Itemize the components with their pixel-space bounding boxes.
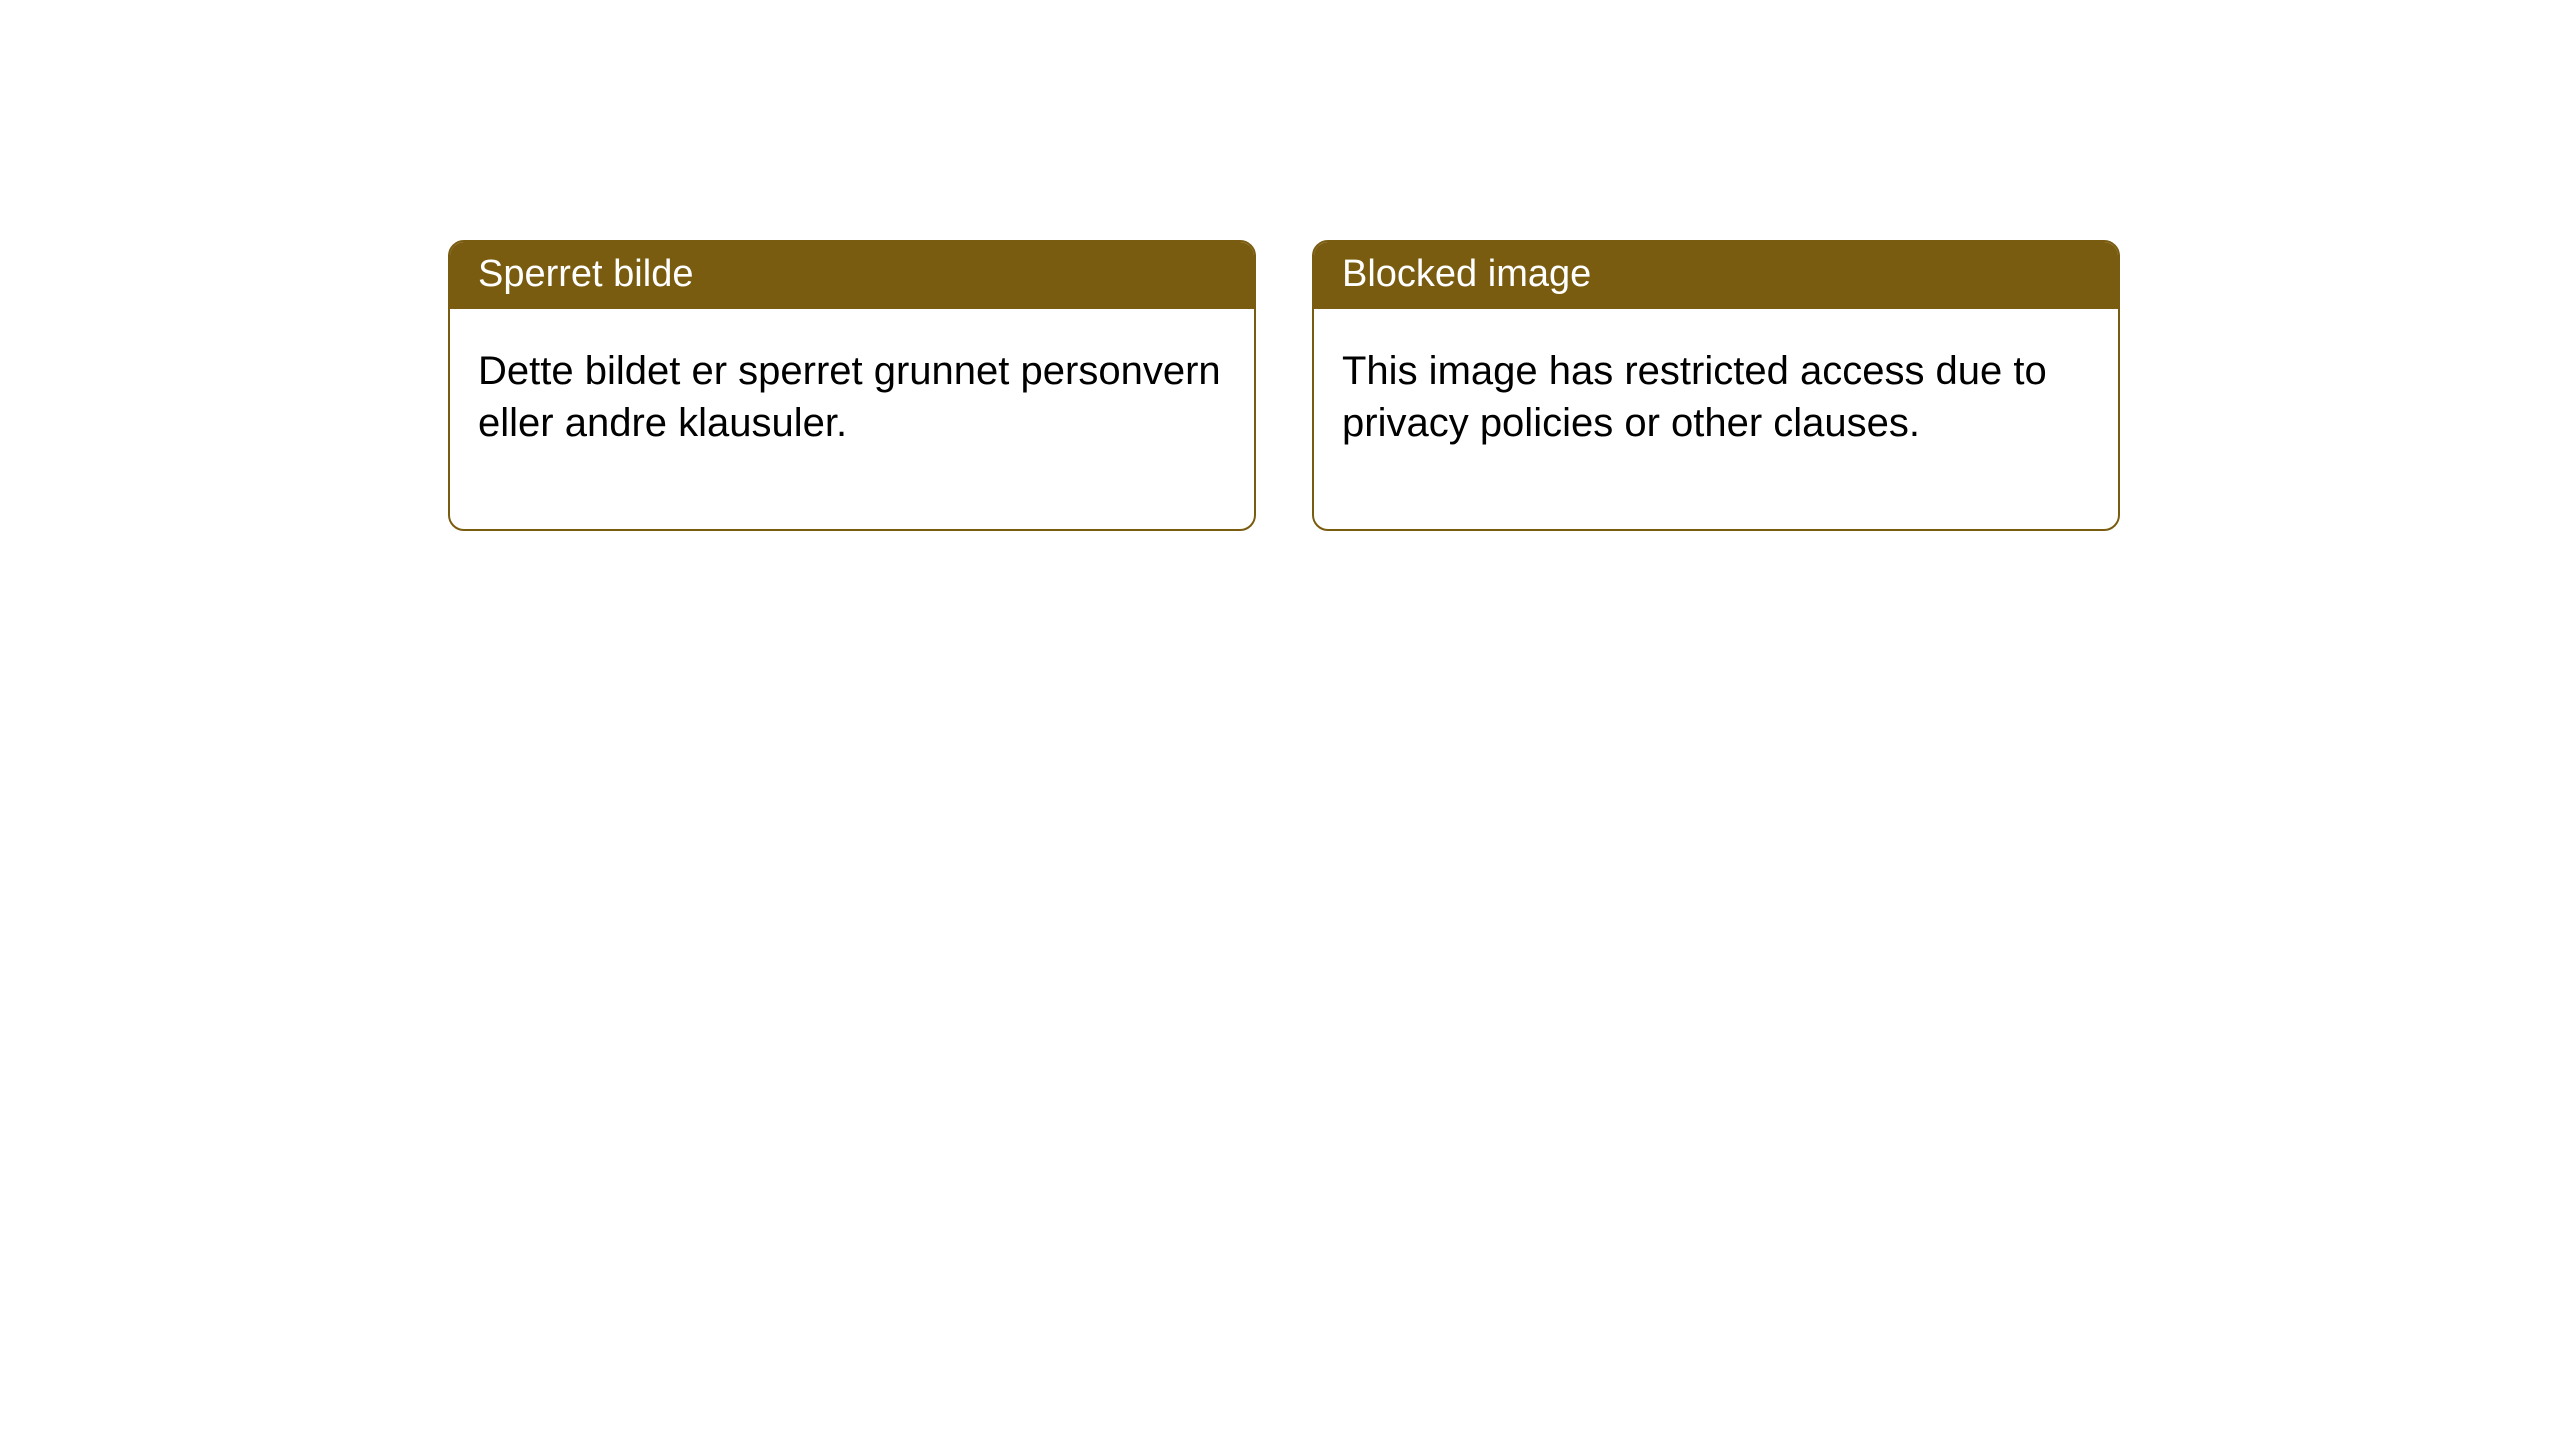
notice-header: Sperret bilde	[450, 242, 1254, 309]
notice-title: Blocked image	[1342, 253, 1591, 295]
notice-title: Sperret bilde	[478, 253, 693, 295]
notice-container: Sperret bilde Dette bildet er sperret gr…	[0, 0, 2560, 531]
notice-header: Blocked image	[1314, 242, 2118, 309]
notice-body: This image has restricted access due to …	[1314, 309, 2118, 529]
notice-body-text: Dette bildet er sperret grunnet personve…	[478, 349, 1221, 445]
notice-body-text: This image has restricted access due to …	[1342, 349, 2047, 445]
notice-card-norwegian: Sperret bilde Dette bildet er sperret gr…	[448, 240, 1256, 531]
notice-card-english: Blocked image This image has restricted …	[1312, 240, 2120, 531]
notice-body: Dette bildet er sperret grunnet personve…	[450, 309, 1254, 529]
